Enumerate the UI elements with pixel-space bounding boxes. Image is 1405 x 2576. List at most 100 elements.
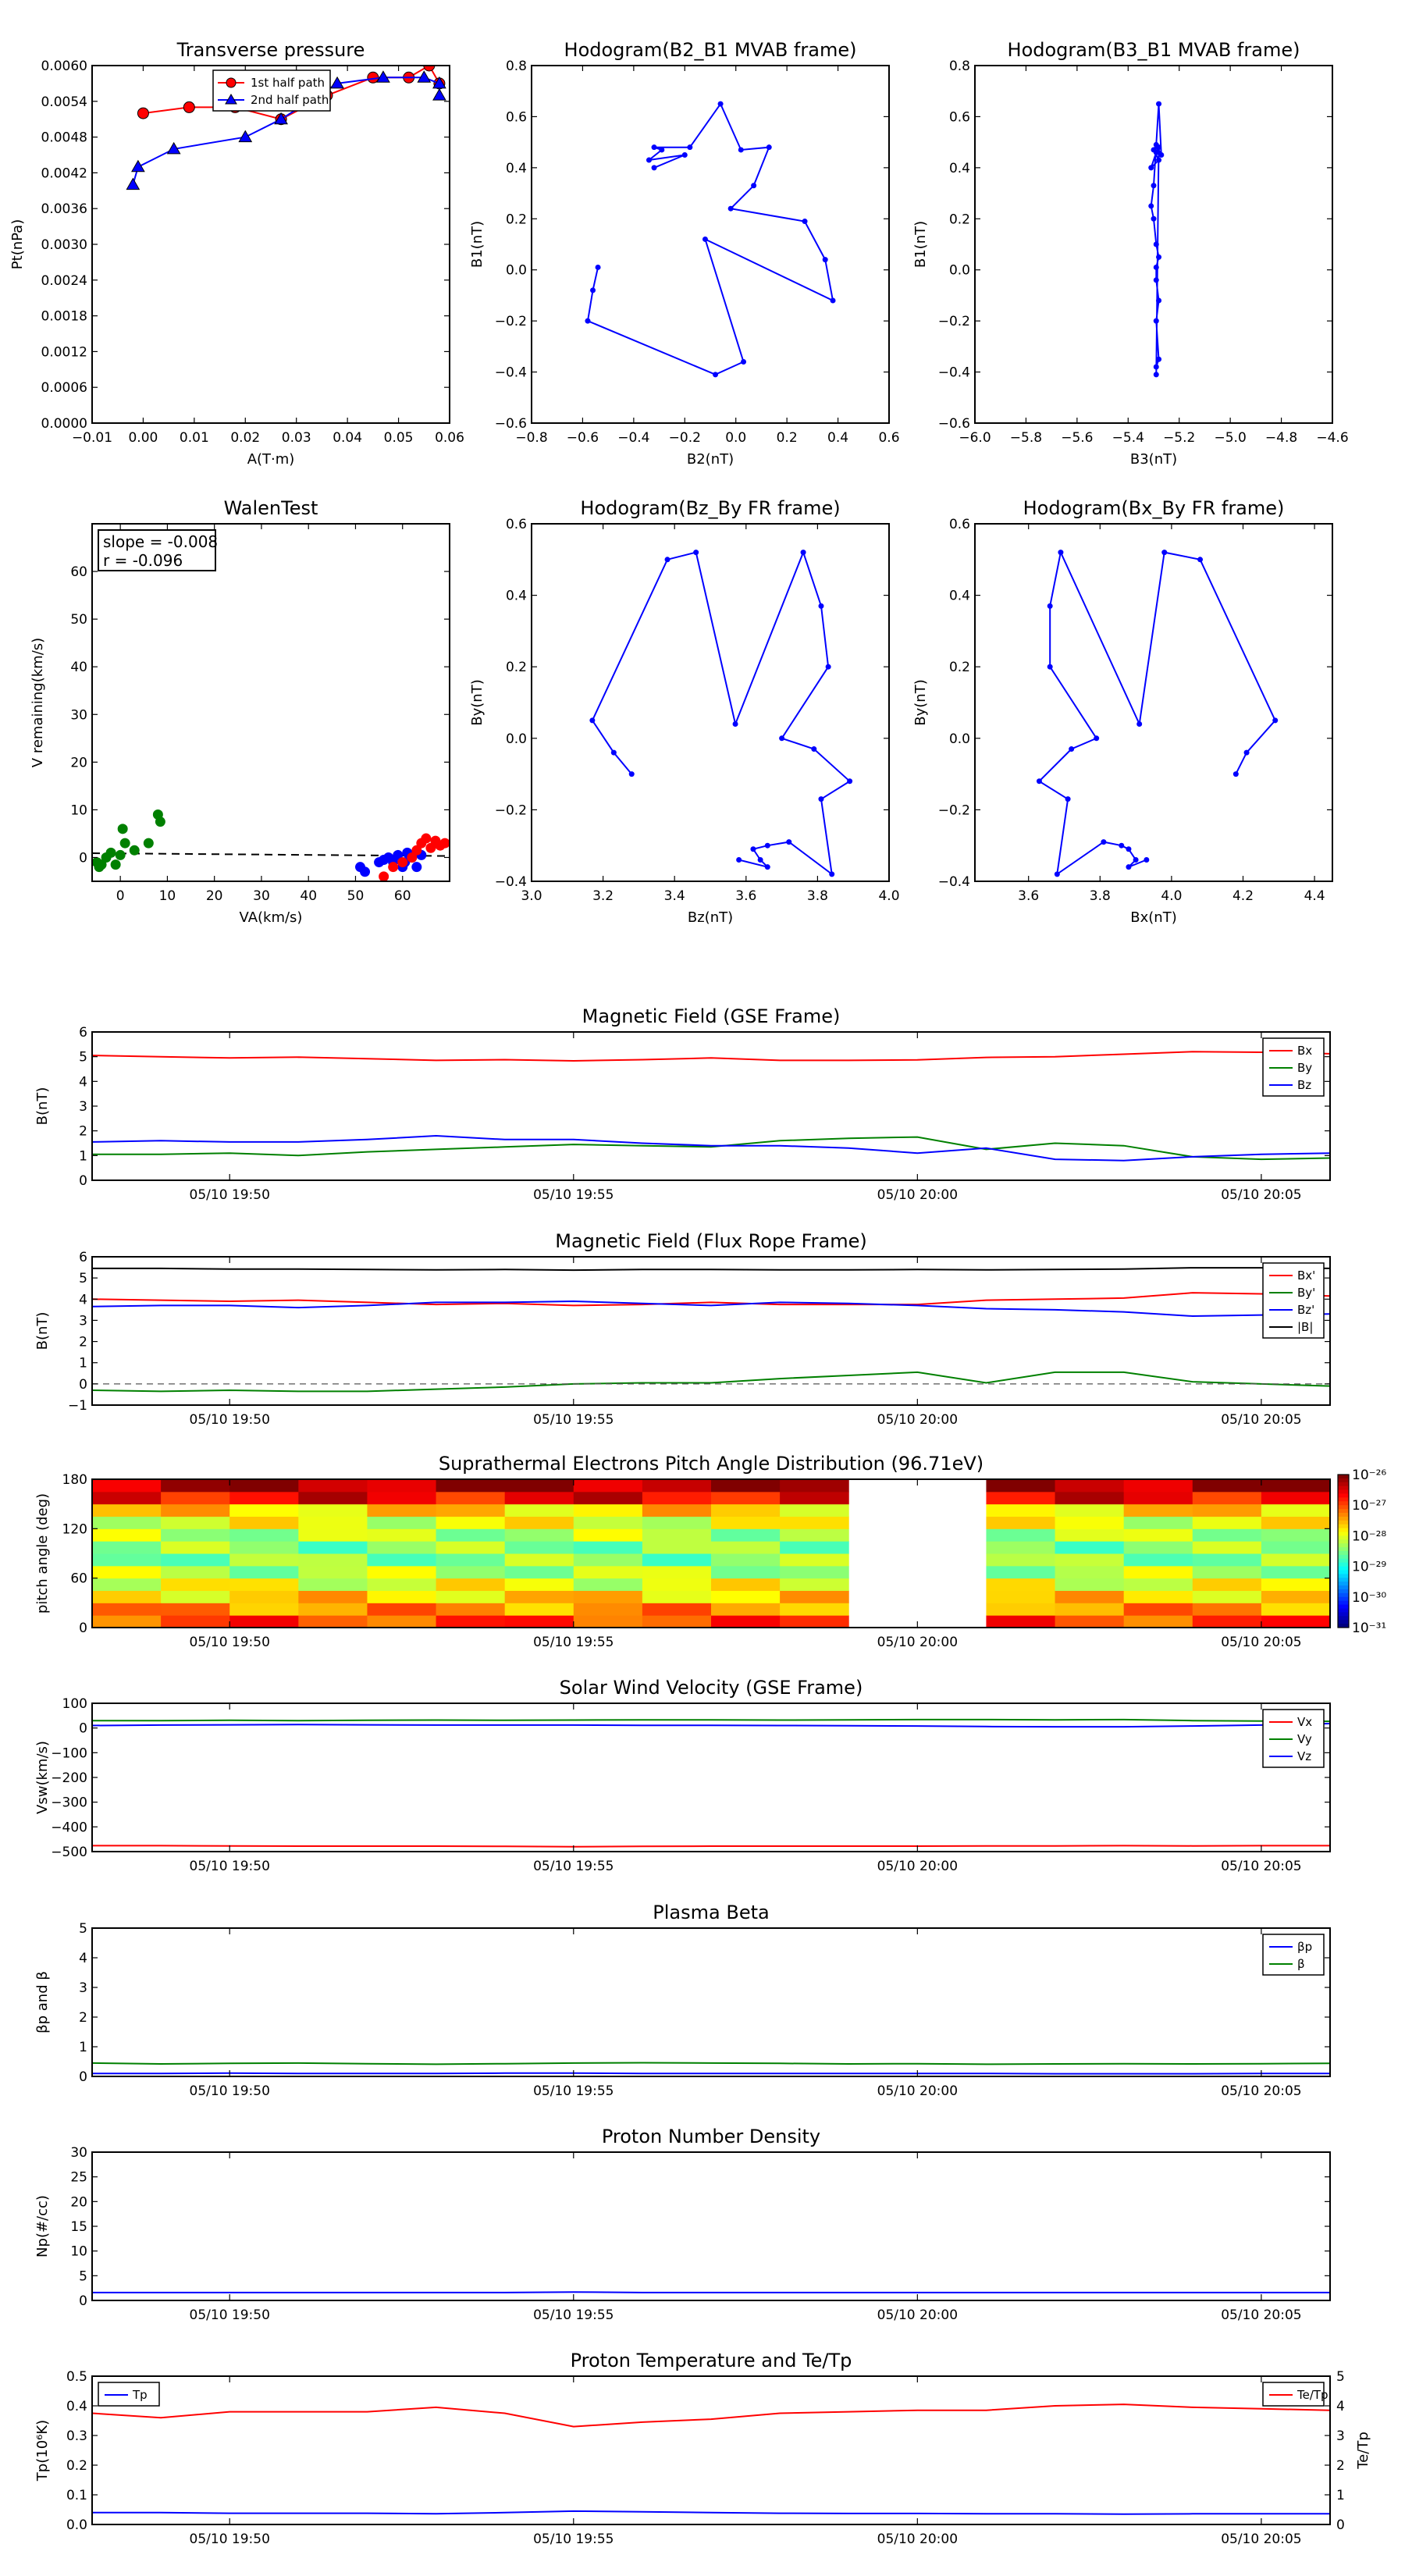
hodogram_bzby-xtick-label: 3.8 <box>807 888 828 904</box>
heatmap-cell <box>367 1603 437 1616</box>
heatmap-cell <box>161 1479 230 1493</box>
transverse_pressure-xtick-label: 0.01 <box>180 430 209 446</box>
transverse_pressure-point <box>432 76 446 89</box>
hodogram_bzby-ytick-label: −0.4 <box>495 874 527 890</box>
walen_test-ylabel: V remaining(km/s) <box>30 638 46 767</box>
walen_test-point <box>143 838 154 849</box>
temperature-ytick-label: 0.4 <box>66 2399 87 2414</box>
beta-legend-label: βp <box>1297 1940 1312 1954</box>
heatmap-cell <box>1261 1578 1331 1591</box>
temperature-legend: Te/Tp <box>1262 2382 1329 2407</box>
hodogram_bxby-ytick-label: 0.2 <box>949 660 970 675</box>
walen_test-point <box>425 842 436 853</box>
colorbar-frame <box>1337 1474 1350 1628</box>
heatmap-cell <box>436 1565 506 1579</box>
transverse_pressure-ylabel: Pt(nPa) <box>9 219 26 269</box>
hodogram_b2b1-xtick-label: 0.6 <box>878 430 899 446</box>
transverse_pressure-ytick-label: 0.0048 <box>41 130 87 146</box>
heatmap-cell <box>711 1590 781 1603</box>
colorbar-segment <box>1338 1566 1349 1571</box>
heatmap-cell <box>711 1491 781 1505</box>
hodogram_b2b1-point <box>646 157 652 163</box>
hodogram_b3b1-xtick-label: −6.0 <box>959 430 991 446</box>
mag_gse-series-By <box>92 1136 1331 1161</box>
colorbar-label: 10⁻²⁷ <box>1352 1498 1386 1514</box>
transverse_pressure-ytick-label: 0.0036 <box>41 201 87 217</box>
heatmap-cell <box>573 1528 643 1542</box>
mag_fr-series-|B| <box>92 1267 1331 1272</box>
hodogram_bzby-ytick-label: 0.6 <box>506 517 527 532</box>
walen_test-xtick-label: 40 <box>300 888 317 904</box>
heatmap-cell <box>573 1565 643 1579</box>
heatmap-cell <box>504 1503 574 1517</box>
density-ytick-label: 25 <box>70 2170 87 2186</box>
hodogram_b3b1-xtick-label: −5.4 <box>1112 430 1144 446</box>
heatmap-cell <box>642 1565 712 1579</box>
hodogram_b2b1-xtick-label: 0.2 <box>777 430 798 446</box>
hodogram_b2b1-ytick-label: 0.4 <box>506 161 527 176</box>
mag_fr-ylabel: B(nT) <box>34 1312 51 1350</box>
hodogram_b3b1-point <box>1153 264 1159 270</box>
heatmap-cell <box>436 1491 506 1505</box>
colorbar-segment <box>1338 1596 1349 1602</box>
transverse_pressure-ytick-label: 0.0018 <box>41 309 87 325</box>
walen_test-plot <box>92 809 450 881</box>
hodogram_bxby-point <box>1047 664 1053 670</box>
walen_test-ytick-label: 10 <box>70 802 87 818</box>
colorbar-segment <box>1338 1582 1349 1586</box>
hodogram_b3b1-ylabel: B1(nT) <box>912 221 929 268</box>
heatmap-cell <box>986 1565 1056 1579</box>
hodogram_b3b1-xtick-label: −5.2 <box>1163 430 1195 446</box>
vsw-xtick-label: 05/10 20:00 <box>877 1859 958 1874</box>
beta-xtick-label: 05/10 20:00 <box>877 2083 958 2099</box>
temperature-legend-label: Tp <box>132 2388 148 2402</box>
mag_gse-ytick-label: 1 <box>79 1148 87 1164</box>
colorbar-segment <box>1338 1509 1349 1514</box>
mag_gse-title: Magnetic Field (GSE Frame) <box>582 1005 841 1027</box>
mag_fr-ytick-label: 0 <box>79 1377 87 1393</box>
heatmap-cell <box>573 1479 643 1493</box>
transverse_pressure-point <box>166 141 181 155</box>
hodogram_b2b1-point <box>702 236 708 242</box>
heatmap-cell <box>986 1491 1056 1505</box>
mag_fr-xtick-label: 05/10 20:05 <box>1221 1412 1301 1428</box>
beta-panel: Plasma Beta 0 1 2 3 4 5 05/10 19:50 05/10 19:55 0… <box>34 1902 1331 2099</box>
heatmap-cell <box>1123 1541 1193 1554</box>
heatmap-cell <box>1261 1590 1331 1603</box>
heatmap-cell <box>92 1479 162 1493</box>
transverse_pressure-xtick-label: 0.03 <box>282 430 311 446</box>
density-panel: Proton Number Density 0 5 10 15 20 25 30 05/10 1… <box>34 2126 1331 2323</box>
hodogram_bxby-xlabel: Bx(nT) <box>1130 909 1176 926</box>
heatmap-cell <box>161 1503 230 1517</box>
hodogram_bxby-series-line <box>1037 550 1276 876</box>
transverse_pressure-legend: 1st half path 2nd half path <box>212 69 331 112</box>
mag_gse-ytick-label: 3 <box>79 1099 87 1115</box>
heatmap-cell <box>161 1553 230 1567</box>
colorbar-segment <box>1338 1497 1349 1502</box>
mag_gse-ytick-label: 5 <box>79 1050 87 1066</box>
transverse_pressure-point <box>238 130 253 143</box>
heatmap-cell <box>642 1516 712 1529</box>
colorbar-segment <box>1338 1516 1349 1521</box>
colorbar-segment <box>1338 1482 1349 1487</box>
heatmap-cell <box>298 1603 368 1616</box>
hodogram_bxby-point <box>1069 746 1075 753</box>
hodogram_bzby-point <box>732 720 738 727</box>
heatmap-cell <box>780 1578 849 1591</box>
beta-xtick-label: 05/10 19:50 <box>190 2083 270 2099</box>
walen_test-ytick-label: 60 <box>70 564 87 580</box>
heatmap-cell <box>1192 1541 1262 1554</box>
walen_test-ytick-label: 40 <box>70 660 87 675</box>
heatmap-cell <box>1192 1479 1262 1493</box>
heatmap-cell <box>504 1553 574 1567</box>
colorbar-segment <box>1338 1475 1349 1479</box>
beta-xtick-label: 05/10 19:55 <box>533 2083 614 2099</box>
temperature-ytick-label: 0.0 <box>66 2517 87 2533</box>
hodogram_b2b1-ylabel: B1(nT) <box>469 221 486 268</box>
mag_gse-xtick-label: 05/10 20:00 <box>877 1187 958 1203</box>
heatmap-cell <box>436 1503 506 1517</box>
hodogram_b2b1-point <box>830 297 836 304</box>
vsw-series-Vy <box>92 1718 1331 1723</box>
hodogram_bxby-xtick-label: 3.6 <box>1018 888 1039 904</box>
heatmap-cell <box>504 1603 574 1616</box>
